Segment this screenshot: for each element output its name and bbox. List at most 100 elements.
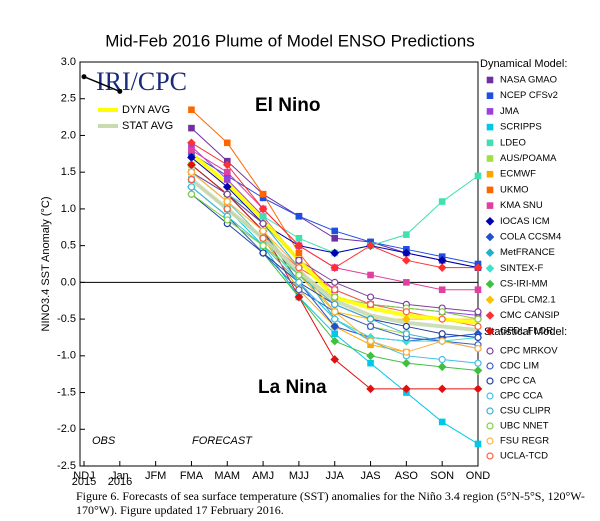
x-tick-label: NDJ: [73, 470, 94, 482]
marker: [366, 241, 375, 250]
marker: [402, 330, 410, 338]
marker: [402, 384, 411, 394]
chart: Mid-Feb 2016 Plume of Model ENSO Predict…: [40, 31, 568, 488]
marker: [331, 300, 339, 308]
marker: [188, 124, 195, 132]
legend-label: SINTEX-F: [500, 263, 543, 274]
legend-label: AUS/POAMA: [500, 153, 557, 164]
marker: [485, 311, 495, 320]
marker: [438, 337, 446, 345]
marker: [295, 271, 303, 279]
marker: [187, 138, 196, 148]
x-tick-label: OND: [466, 470, 491, 482]
caption: Figure 6. Forecasts of sea surface tempe…: [76, 489, 585, 517]
marker: [402, 256, 411, 265]
marker: [295, 234, 303, 242]
marker: [473, 384, 483, 394]
marker: [188, 146, 195, 154]
marker: [486, 202, 494, 209]
marker: [295, 256, 303, 264]
marker: [474, 440, 482, 448]
marker: [223, 216, 231, 224]
marker: [437, 362, 447, 372]
marker: [402, 358, 411, 368]
marker: [331, 308, 339, 316]
marker: [223, 139, 231, 147]
legend-label: SCRIPPS: [500, 122, 542, 133]
annotation: La Nina: [258, 377, 327, 398]
marker: [402, 308, 410, 316]
marker: [223, 205, 231, 213]
x-tick-label: JAS: [360, 470, 380, 482]
y-tick-label: -2.0: [57, 423, 76, 435]
marker: [187, 168, 196, 176]
marker: [367, 359, 374, 367]
year-label: 2016: [108, 476, 132, 488]
legend-label: GFDL CM2.1: [500, 294, 556, 305]
legend-label: CPC CA: [500, 376, 537, 387]
legend-label: GFDL FLOR: [500, 326, 553, 337]
marker: [223, 190, 231, 198]
marker: [259, 220, 267, 228]
marker: [295, 249, 303, 257]
marker: [366, 315, 375, 323]
legend-label: CPC CCA: [500, 391, 543, 402]
legend-label: KMA SNU: [500, 200, 543, 211]
observed-point: [117, 88, 123, 94]
marker: [366, 337, 375, 345]
y-tick-label: 2.5: [61, 93, 76, 105]
marker: [366, 293, 375, 301]
marker: [402, 322, 410, 331]
marker: [485, 216, 495, 226]
marker: [402, 348, 410, 356]
marker: [223, 168, 231, 176]
marker: [259, 242, 267, 250]
year-label: 2015: [72, 476, 96, 488]
legend-label: ECMWF: [500, 169, 536, 180]
marker: [188, 106, 195, 114]
marker: [366, 384, 375, 394]
legend-label: CDC LIM: [500, 361, 539, 372]
marker: [259, 249, 267, 257]
marker: [486, 186, 494, 194]
marker: [331, 234, 339, 242]
marker: [474, 359, 482, 367]
marker: [486, 422, 494, 430]
average-line: [190, 177, 479, 333]
marker: [437, 263, 447, 272]
x-tick-label: JFM: [145, 470, 166, 482]
x-tick-label: SON: [430, 470, 454, 482]
y-tick-label: 3.0: [61, 56, 76, 68]
marker: [486, 92, 494, 100]
marker: [486, 123, 494, 131]
marker: [187, 183, 196, 191]
marker: [486, 452, 494, 460]
marker: [331, 315, 339, 323]
legend-label: UCLA-TCD: [500, 451, 548, 462]
annotation: El Nino: [255, 95, 320, 116]
marker: [438, 355, 446, 364]
marker: [474, 344, 482, 353]
legend-header: Statistical Model:: [484, 326, 567, 338]
marker: [485, 326, 495, 336]
marker: [485, 279, 495, 289]
y-tick-label: 2.0: [61, 129, 76, 141]
legend-label: NCEP CFSv2: [500, 90, 558, 101]
marker: [486, 437, 494, 445]
marker: [331, 278, 339, 286]
marker: [438, 315, 446, 323]
chart-title: Mid-Feb 2016 Plume of Model ENSO Predict…: [105, 31, 474, 50]
marker: [474, 172, 482, 180]
y-tick-label: -1.0: [57, 350, 76, 362]
y-tick-label: -0.5: [57, 313, 76, 325]
marker: [438, 418, 446, 426]
marker: [295, 286, 303, 294]
marker: [367, 271, 374, 279]
legend-label: STAT AVG: [122, 120, 173, 132]
marker: [366, 351, 375, 361]
marker: [187, 190, 196, 198]
marker: [294, 241, 304, 250]
marker: [366, 322, 375, 331]
marker: [438, 286, 446, 294]
marker: [330, 263, 340, 272]
